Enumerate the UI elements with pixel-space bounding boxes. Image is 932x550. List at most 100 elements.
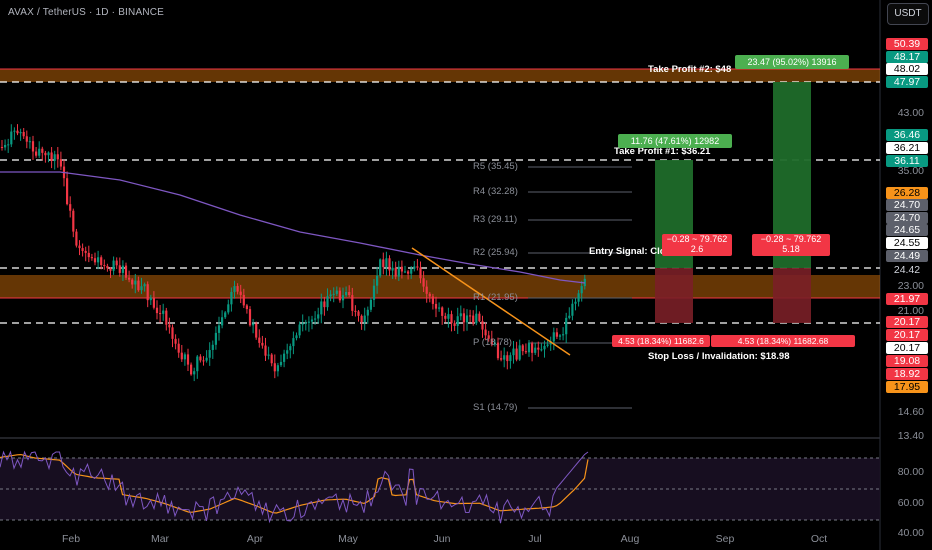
candle-body [118,265,121,273]
candle-body [162,310,165,314]
pivot-label-4: R1 (21.95) [473,292,518,303]
candle-body [577,293,580,302]
candle-body [496,342,500,359]
candle-body [279,361,283,366]
candle-body [50,152,53,161]
price-badge-11: 24.55 [886,237,928,249]
candle-body [329,294,332,297]
price-tick-1: 35.00 [897,165,924,177]
candle-body [462,313,465,323]
price-badge-16: 20.17 [886,329,928,341]
candle-body [211,344,214,350]
candle-body [369,299,372,310]
candle-body [444,315,447,319]
candle-body [66,178,69,205]
rsi-tick-2: 40.00 [897,527,924,539]
stop-loss-label: Stop Loss / Invalidation: $18.98 [648,351,790,362]
month-label-feb: Feb [61,533,81,545]
candle-body [159,313,162,315]
candle-body [174,338,177,344]
candle-body [512,348,515,356]
candle-body [248,309,252,326]
candle-body [69,204,72,211]
month-label-apr: Apr [246,533,264,545]
pivot-label-2: R3 (29.11) [473,214,518,225]
take-profit-1-label: Take Profit #1: $36.21 [614,146,711,157]
candle-body [549,341,552,345]
candle-body [484,329,487,336]
candle-body [75,231,78,246]
candle-body [450,314,453,324]
price-badge-17: 20.17 [886,342,928,354]
candle-body [87,252,90,258]
candle-body [273,363,276,372]
candle-body [345,291,348,296]
candle-body [177,343,180,353]
candle-body [363,315,366,323]
candle-body [78,245,81,249]
candle-body [143,284,146,287]
candle-body [202,360,205,362]
candle-body [565,317,568,335]
candle-body [531,343,534,353]
candle-body [301,323,304,325]
candle-body [261,342,264,346]
candle-body [165,310,168,325]
candle-body [543,345,546,350]
candle-body [124,265,128,278]
price-badge-4: 36.46 [886,129,928,141]
candle-body [41,148,44,153]
candle-body [295,335,298,339]
candle-body [230,291,233,305]
candle-body [481,321,484,330]
candle-body [205,357,208,361]
candle-body [335,290,338,294]
candle-body [546,344,549,346]
candle-body [233,286,236,292]
price-badge-14: 21.97 [886,293,928,305]
candle-body [16,130,19,134]
candle-body [152,297,155,308]
candle-body [552,332,555,342]
candle-body [90,257,93,259]
candle-body [376,275,379,286]
rsi-tick-0: 80.00 [897,466,924,478]
currency-button[interactable]: USDT [887,3,929,25]
candle-body [521,345,524,352]
candle-body [255,323,258,338]
candle-body [286,350,289,354]
candle-body [171,327,174,339]
price-badge-9: 24.70 [886,212,928,224]
price-badge-8: 24.70 [886,199,928,211]
candle-body [97,257,100,263]
candle-body [214,332,217,345]
pivot-label-1: R4 (32.28) [473,186,518,197]
candle-body [56,154,59,160]
price-badge-15: 20.17 [886,316,928,328]
pivot-label-6: S1 (14.79) [473,402,518,413]
candle-body [186,354,190,365]
risk-box-2-line-1: −0.28 ~ 79.762 [760,234,822,244]
price-badge-2: 48.02 [886,63,928,75]
candle-body [403,271,407,273]
candle-body [93,258,97,263]
candle-body [456,316,459,326]
descending-trendline [411,247,571,356]
candle-body [10,131,13,145]
candle-body [580,286,583,294]
candle-body [53,154,56,161]
month-label-jul: Jul [528,533,542,545]
candle-body [326,296,329,308]
candle-body [72,210,75,232]
candle-body [276,365,279,372]
month-label-may: May [338,533,358,545]
risk-box-2-line-2: 5.18 [782,244,800,254]
candle-body [217,325,221,333]
candle-body [459,313,462,317]
candle-body [534,347,537,353]
candle-body [382,259,385,268]
candle-body [183,354,186,360]
candle-body [413,266,416,269]
candle-body [196,356,199,372]
